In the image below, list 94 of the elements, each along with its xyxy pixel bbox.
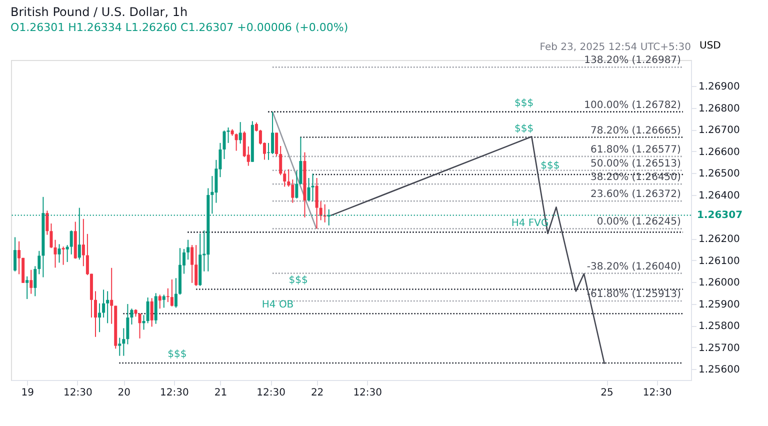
candlestick	[170, 278, 174, 307]
candlestick	[150, 298, 154, 328]
y-tick-label: 1.26600	[698, 146, 740, 158]
candlestick	[130, 308, 134, 325]
annotation: 23.60% (1.26372)	[590, 189, 682, 200]
candlestick	[174, 278, 178, 308]
chart-subtitle: O1.26301 H1.26334 L1.26260 C1.26307 +0.00006 (+0.00%)	[10, 21, 348, 34]
annotation: $$$	[514, 98, 534, 109]
annotation: $$$	[288, 275, 308, 286]
candlestick	[82, 218, 85, 267]
y-tick-label: 1.26400	[698, 190, 740, 202]
candlestick	[30, 269, 33, 294]
candlestick	[26, 276, 29, 300]
annotation: $$$	[540, 160, 560, 172]
x-tick-label: 12:30	[353, 388, 382, 398]
candlestick	[34, 266, 37, 297]
candlestick	[275, 132, 278, 157]
x-tick-label: 12:30	[642, 388, 672, 398]
candlestick	[242, 130, 246, 158]
candlestick	[138, 313, 142, 339]
candlestick	[102, 289, 106, 318]
candlestick	[62, 246, 65, 266]
y-tick-label: 1.26800	[698, 103, 740, 114]
candlestick	[222, 130, 226, 160]
candlestick	[162, 294, 166, 308]
candlestick	[190, 244, 194, 284]
candlestick	[166, 288, 170, 303]
annotation: 78.20% (1.26665)	[590, 125, 682, 136]
candlestick	[234, 133, 238, 152]
candlestick	[319, 200, 322, 221]
candlestick	[66, 244, 69, 263]
candlestick	[110, 267, 114, 324]
candlestick	[311, 173, 314, 202]
candlestick	[86, 233, 89, 276]
candlestick	[186, 239, 190, 260]
annotation: 38.20% (1.26450)	[590, 172, 682, 184]
y-tick-label: 1.26200	[698, 234, 740, 246]
y-tick-label: 1.26000	[698, 278, 740, 289]
ref-line-label: 1.26307	[697, 210, 743, 222]
candlestick	[158, 294, 162, 310]
candlestick	[279, 145, 282, 176]
y-tick-label: 1.26500	[698, 168, 740, 180]
y-tick-label: 1.25600	[698, 364, 740, 376]
annotation: 138.20% (1.26987)	[584, 55, 682, 66]
y-tick-label: 1.25800	[698, 321, 740, 332]
candlestick	[315, 177, 318, 230]
annotation: 61.80% (1.26577)	[590, 144, 682, 156]
candlestick	[118, 337, 122, 356]
candlestick	[58, 244, 61, 264]
annotation: $$$	[168, 349, 187, 360]
y-tick-label: 1.26900	[698, 82, 740, 93]
x-tick-label: 25	[600, 388, 614, 398]
x-tick-label: 21	[214, 388, 228, 398]
candlestick	[54, 239, 57, 268]
y-tick-label: 1.25900	[698, 299, 740, 310]
candlestick	[146, 296, 150, 324]
candlestick	[194, 244, 198, 286]
x-tick-label: 19	[21, 388, 34, 398]
x-tick-label: 12:30	[256, 388, 286, 398]
y-tick-label: 1.26100	[698, 256, 740, 267]
candlestick	[94, 290, 97, 338]
candlestick	[98, 302, 102, 333]
annotation: 100.00% (1.26782)	[584, 100, 682, 111]
candlestick	[70, 230, 73, 255]
candlestick	[142, 314, 146, 330]
y-axis-title: USD	[700, 40, 722, 52]
x-tick-label: 22	[310, 388, 324, 398]
chart-title: British Pound / U.S. Dollar, 1h	[10, 5, 188, 19]
x-tick-label: 20	[118, 388, 131, 398]
x-tick-label: 12:30	[63, 388, 92, 398]
annotation: 0.00% (1.26245)	[596, 216, 682, 228]
candlestick	[14, 236, 17, 272]
y-tick-label: 1.26700	[698, 125, 740, 136]
y-tick-label: 1.25700	[698, 342, 740, 354]
candlestick	[38, 250, 41, 275]
candlestick	[323, 204, 326, 223]
annotation: H4 OB	[262, 300, 294, 311]
candlestick	[307, 177, 310, 202]
annotation: $$$	[514, 123, 534, 134]
candlestick	[295, 170, 298, 199]
candlestick	[291, 179, 294, 204]
candlestick	[46, 210, 49, 236]
candlestick	[283, 170, 286, 188]
annotation: -38.20% (1.26040)	[586, 261, 682, 272]
candlestick	[106, 290, 110, 324]
x-tick-label: 12:30	[160, 388, 189, 398]
candlestick	[126, 304, 130, 345]
candlestick	[122, 328, 126, 356]
text: Feb 23, 2025 12:54 UTC+5:30	[540, 42, 691, 53]
candlestick	[299, 136, 302, 186]
annotation: 50.00% (1.26513)	[590, 158, 682, 170]
candlestick	[238, 122, 242, 144]
candlestick	[271, 111, 274, 155]
candlestick	[50, 222, 53, 249]
